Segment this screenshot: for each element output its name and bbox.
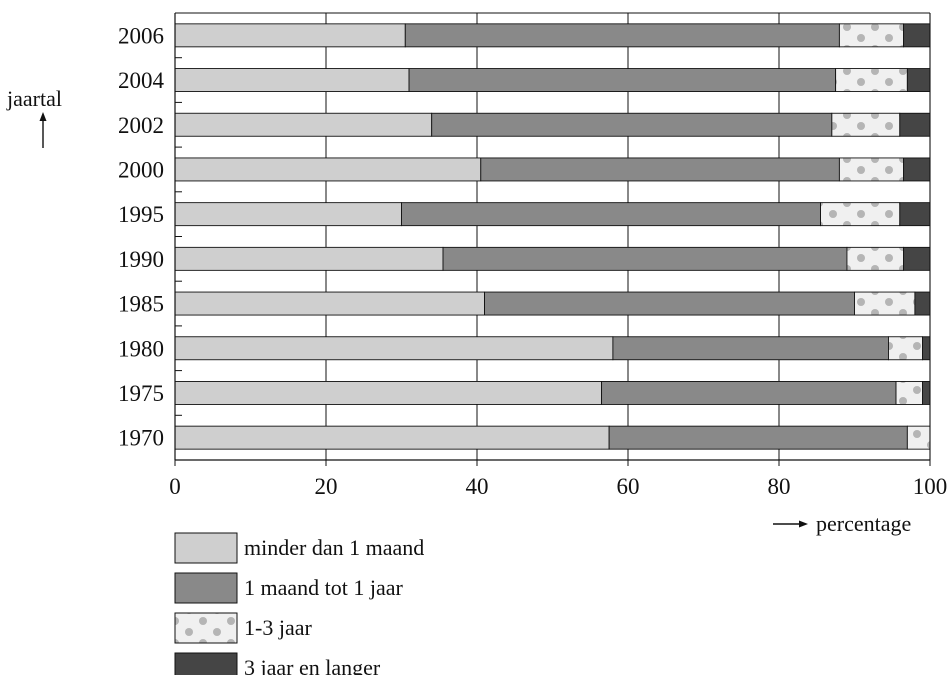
bar-segment bbox=[922, 381, 931, 405]
bar-segment bbox=[838, 23, 905, 48]
y-tick-label: 1995 bbox=[118, 202, 164, 227]
bar-segment bbox=[820, 202, 901, 227]
bar-segment bbox=[174, 246, 444, 271]
bar-segment bbox=[601, 381, 897, 405]
bar-segment bbox=[174, 381, 603, 405]
y-tick-label: 1970 bbox=[118, 426, 164, 451]
x-tick-label: 0 bbox=[169, 474, 181, 499]
bar-segment bbox=[484, 291, 855, 316]
y-tick-label: 2006 bbox=[118, 23, 164, 48]
x-tick-label: 20 bbox=[315, 474, 338, 499]
legend-swatch bbox=[174, 652, 238, 675]
y-tick-label: 2000 bbox=[118, 157, 164, 182]
bar-segment bbox=[174, 157, 482, 182]
y-tick-label: 1990 bbox=[118, 247, 164, 272]
bar-segment bbox=[404, 23, 840, 48]
x-axis-title-group: percentage bbox=[773, 511, 911, 536]
x-axis-title: percentage bbox=[816, 511, 911, 536]
axes: 2006 2004 2002 2000 1995 1990 1985 1980 1975 1970… bbox=[118, 12, 948, 499]
y-tick-label: 1975 bbox=[118, 381, 164, 406]
bar-segment bbox=[903, 157, 931, 182]
bar-segment bbox=[903, 23, 931, 48]
y-axis-title: jaartal bbox=[6, 86, 62, 111]
x-tick-label: 40 bbox=[466, 474, 489, 499]
bar-segment bbox=[838, 157, 905, 182]
x-axis-arrow-head bbox=[799, 520, 808, 528]
bar-segment bbox=[480, 157, 840, 182]
bar-segment bbox=[835, 68, 908, 93]
bar-segment bbox=[895, 381, 923, 405]
x-tick-label: 100 bbox=[913, 474, 948, 499]
legend-label: minder dan 1 maand bbox=[244, 535, 424, 560]
bar-segment bbox=[831, 112, 901, 137]
legend-label: 1-3 jaar bbox=[244, 615, 312, 640]
bar-segment bbox=[174, 336, 614, 361]
bar-segment bbox=[922, 336, 931, 361]
bar-segment bbox=[408, 68, 837, 93]
bar-segment bbox=[914, 291, 931, 316]
legend-swatch bbox=[174, 612, 238, 644]
bar-segment bbox=[174, 291, 485, 316]
bar-segment bbox=[888, 336, 923, 361]
legend-swatch bbox=[174, 572, 238, 604]
legend-swatch bbox=[174, 532, 238, 564]
bar-segment bbox=[174, 112, 433, 137]
bar-segment bbox=[899, 202, 931, 227]
bar-segment bbox=[903, 246, 931, 271]
bar-segment bbox=[608, 425, 908, 450]
bar-segment bbox=[431, 112, 833, 137]
bar-segment bbox=[442, 246, 848, 271]
legend-label: 3 jaar en langer bbox=[244, 655, 381, 675]
bar-segment bbox=[906, 425, 931, 450]
bar-segment bbox=[401, 202, 821, 227]
y-axis-title-group: jaartal bbox=[6, 86, 62, 148]
bar-segment bbox=[854, 291, 916, 316]
bar-segment bbox=[174, 202, 402, 227]
legend: minder dan 1 maand 1 maand tot 1 jaar 1-3 … bbox=[174, 532, 424, 675]
y-tick-label: 1985 bbox=[118, 292, 164, 317]
bar-segment bbox=[846, 246, 905, 271]
y-tick-label: 2002 bbox=[118, 113, 164, 138]
x-tick-label: 60 bbox=[617, 474, 640, 499]
y-axis-arrow-head bbox=[39, 112, 47, 121]
y-tick-label: 1980 bbox=[118, 336, 164, 361]
legend-label: 1 maand tot 1 jaar bbox=[244, 575, 404, 600]
bar-segment bbox=[899, 112, 931, 137]
bars bbox=[174, 23, 931, 450]
bar-segment bbox=[174, 425, 610, 450]
x-tick-label: 80 bbox=[768, 474, 791, 499]
bar-segment bbox=[612, 336, 889, 361]
bar-segment bbox=[174, 23, 406, 48]
bar-segment bbox=[906, 68, 931, 93]
bar-segment bbox=[174, 68, 410, 93]
y-tick-label: 2004 bbox=[118, 68, 165, 93]
